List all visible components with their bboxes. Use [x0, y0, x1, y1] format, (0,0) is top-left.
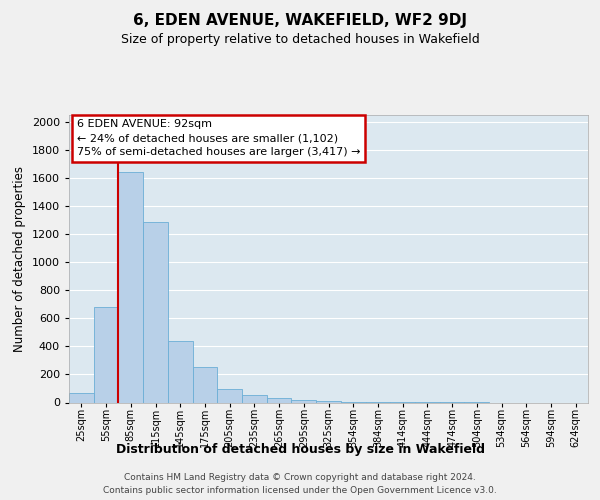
Bar [242, 396, 267, 402]
Bar [143, 222, 168, 402]
Text: Size of property relative to detached houses in Wakefield: Size of property relative to detached ho… [121, 32, 479, 46]
Bar [217, 389, 242, 402]
Bar [193, 366, 217, 402]
Text: Contains public sector information licensed under the Open Government Licence v3: Contains public sector information licen… [103, 486, 497, 495]
Bar [316, 401, 341, 402]
Bar [118, 172, 143, 402]
Text: Contains HM Land Registry data © Crown copyright and database right 2024.: Contains HM Land Registry data © Crown c… [124, 472, 476, 482]
Bar [267, 398, 292, 402]
Bar [168, 342, 193, 402]
Text: 6 EDEN AVENUE: 92sqm
← 24% of detached houses are smaller (1,102)
75% of semi-de: 6 EDEN AVENUE: 92sqm ← 24% of detached h… [77, 120, 360, 158]
Y-axis label: Number of detached properties: Number of detached properties [13, 166, 26, 352]
Bar [69, 394, 94, 402]
Bar [94, 307, 118, 402]
Text: 6, EDEN AVENUE, WAKEFIELD, WF2 9DJ: 6, EDEN AVENUE, WAKEFIELD, WF2 9DJ [133, 12, 467, 28]
Text: Distribution of detached houses by size in Wakefield: Distribution of detached houses by size … [115, 442, 485, 456]
Bar [292, 400, 316, 402]
